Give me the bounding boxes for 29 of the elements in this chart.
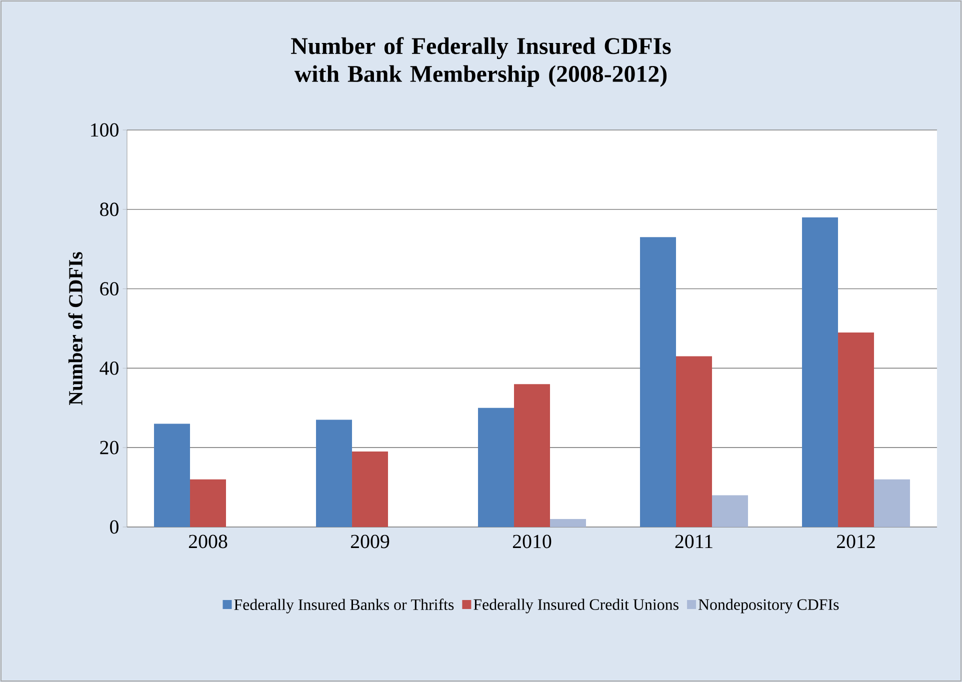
y-tick-label: 20 [100,440,118,454]
y-tick-label: 100 [91,123,118,137]
bar [316,420,352,527]
x-tick-label: 2009 [350,534,390,548]
bar [352,452,388,527]
bar [478,408,514,527]
x-tick-label: 2010 [512,534,552,548]
y-tick-label: 0 [110,520,118,534]
bar [838,332,874,527]
bar [190,479,226,527]
x-tick-label: 2012 [836,534,875,548]
y-axis-title: Number of CDFIs [68,252,83,406]
bar [640,237,676,527]
legend-label: Federally Insured Banks or Thrifts [234,598,454,614]
y-tick-label: 80 [100,202,118,216]
x-tick-label: 2008 [188,534,228,548]
x-tick-label: 2011 [675,534,712,548]
y-tick-label: 60 [100,282,118,296]
y-tick-label: 40 [100,361,118,375]
bar [676,356,712,527]
legend-label: Nondepository CDFIs [698,598,839,614]
bar [514,384,550,527]
bar [802,217,838,527]
bar [874,479,910,527]
bar [712,495,748,527]
bar [550,519,586,527]
bar [154,424,190,527]
chart-title: Number of Federally Insured CDFIs with Bank Membership (2008-2012) [291,37,671,87]
legend-label: Federally Insured Credit Unions [474,598,678,614]
